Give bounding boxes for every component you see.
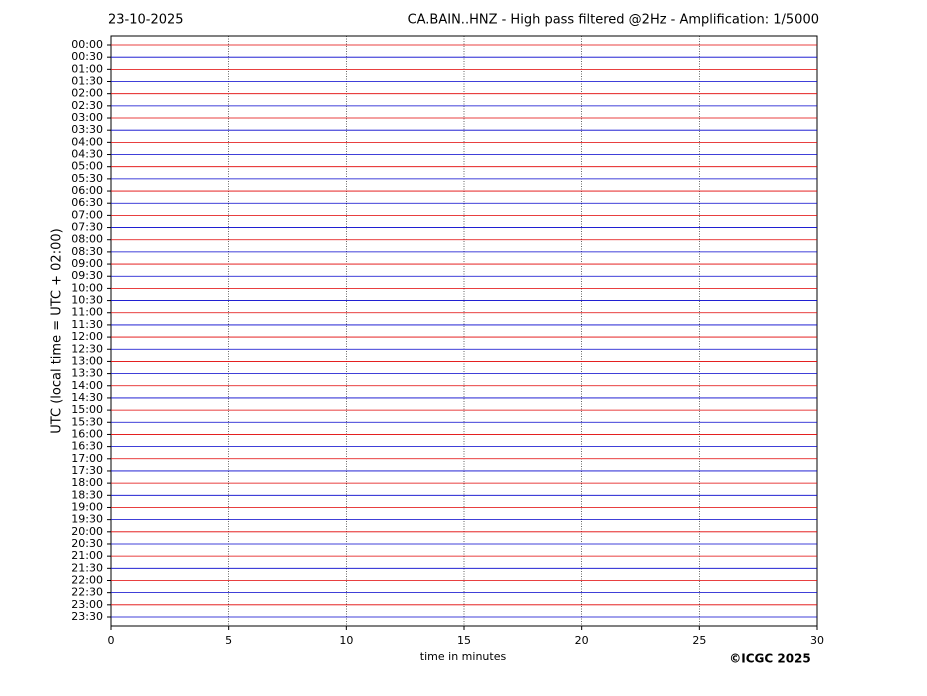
date: 23-10-2025 [108,13,184,28]
y-tick-label: 08:00 [71,233,103,246]
y-tick-label: 07:00 [71,208,103,221]
y-tick-label: 23:00 [71,598,103,611]
y-tick-label: 09:00 [71,257,103,270]
y-tick-label: 17:00 [71,452,103,465]
y-tick-label: 11:00 [71,306,103,319]
y-tick-label: 18:30 [71,488,103,501]
y-tick-label: 13:30 [71,367,103,380]
y-tick-label: 04:30 [71,148,103,161]
chart-title: CA.BAIN..HNZ - High pass filtered @2Hz -… [408,13,819,28]
y-axis-label: UTC (local time = UTC + 02:00) [50,228,65,433]
y-tick-label: 14:30 [71,391,103,404]
y-tick-label: 20:00 [71,525,103,538]
y-tick-label: 16:00 [71,427,103,440]
x-tick-label: 25 [692,634,706,647]
y-tick-label: 02:30 [71,99,103,112]
x-tick-label: 30 [810,634,824,647]
x-axis-label: time in minutes [420,650,507,663]
y-tick-label: 23:30 [71,610,103,623]
y-tick-label: 11:30 [71,318,103,331]
y-tick-label: 18:00 [71,476,103,489]
y-tick-label: 13:00 [71,354,103,367]
y-tick-label: 22:00 [71,573,103,586]
x-tick-label: 20 [575,634,589,647]
x-tick-label: 5 [225,634,232,647]
copyright: ©ICGC 2025 [729,652,811,666]
y-tick-label: 15:30 [71,415,103,428]
y-tick-label: 12:00 [71,330,103,343]
y-tick-label: 07:30 [71,221,103,234]
y-tick-label: 08:30 [71,245,103,258]
y-tick-label: 06:30 [71,196,103,209]
y-tick-label: 10:30 [71,294,103,307]
y-tick-label: 17:30 [71,464,103,477]
y-tick-label: 06:00 [71,184,103,197]
y-tick-label: 12:30 [71,342,103,355]
y-tick-label: 21:00 [71,549,103,562]
x-tick-label: 15 [457,634,471,647]
y-tick-label: 21:30 [71,561,103,574]
y-tick-label: 02:00 [71,87,103,100]
y-tick-label: 19:00 [71,500,103,513]
y-tick-label: 00:00 [71,38,103,51]
y-tick-label: 15:00 [71,403,103,416]
y-tick-label: 10:00 [71,281,103,294]
y-tick-label: 20:30 [71,537,103,550]
y-tick-label: 19:30 [71,513,103,526]
x-tick-label: 0 [108,634,115,647]
y-tick-label: 03:00 [71,111,103,124]
y-tick-label: 14:00 [71,379,103,392]
y-tick-label: 01:30 [71,75,103,88]
y-tick-label: 22:30 [71,586,103,599]
y-tick-label: 05:30 [71,172,103,185]
y-tick-label: 05:00 [71,160,103,173]
y-tick-label: 00:30 [71,50,103,63]
y-tick-label: 03:30 [71,123,103,136]
x-tick-label: 10 [339,634,353,647]
y-tick-label: 01:00 [71,62,103,75]
y-tick-label: 16:30 [71,440,103,453]
y-tick-label: 09:30 [71,269,103,282]
y-tick-label: 04:00 [71,135,103,148]
